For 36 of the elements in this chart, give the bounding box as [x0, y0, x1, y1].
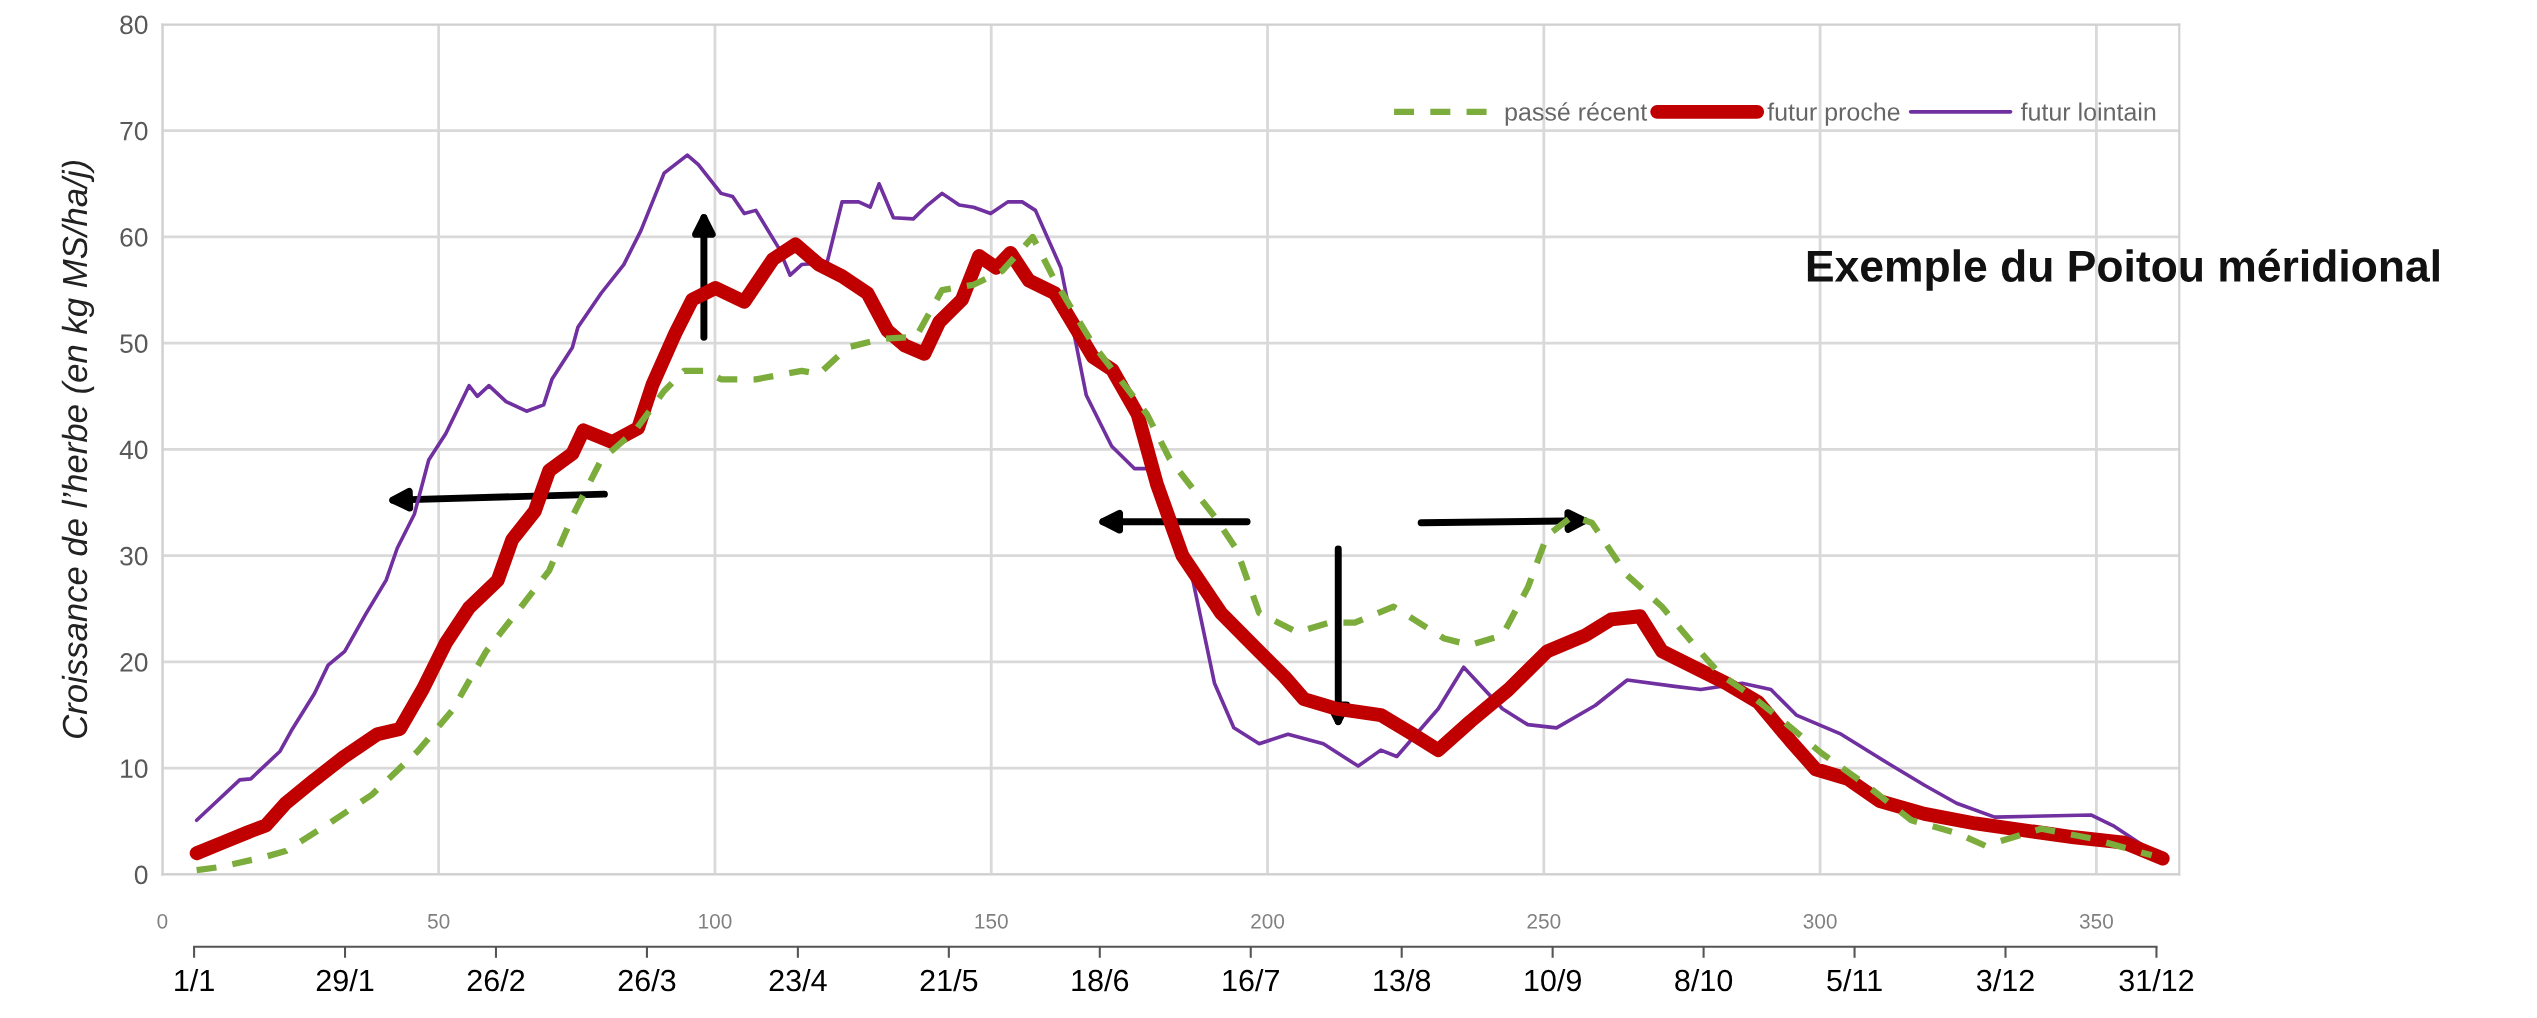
annotation: Exemple du Poitou méridional	[1807, 248, 2439, 291]
x2-tick-label: 23/4	[769, 968, 827, 992]
x2-tick-label: 26/3	[618, 968, 676, 992]
x-tick-label: 200	[1251, 913, 1285, 929]
y-tick-label: 70	[120, 121, 148, 141]
y-tick-label: 30	[120, 546, 148, 566]
y-axis-title: Croissance de l’herbe (en kg MS/ha/j)	[61, 161, 95, 738]
x2-tick-label: 3/12	[1976, 968, 2034, 992]
x2-tick-label: 18/6	[1072, 968, 1129, 992]
x-tick-label: 250	[1527, 913, 1561, 929]
x2-tick-label: 5/11	[1827, 968, 1882, 992]
x2-tick-label: 29/1	[316, 968, 374, 992]
x2-tick-label: 16/7	[1223, 968, 1279, 992]
y-tick-label: 60	[120, 228, 148, 247]
y-tick-label: 50	[120, 334, 148, 354]
y-tick-label: 20	[120, 653, 148, 672]
x2-tick-label: 8/10	[1675, 968, 1733, 992]
x2-tick-label: 1/1	[175, 968, 214, 992]
legend-label: futur lointain	[2020, 102, 2156, 121]
x2-tick-label: 13/8	[1374, 968, 1431, 992]
legend-label: passé récent	[1505, 102, 1648, 126]
x2-tick-label: 21/5	[920, 968, 978, 992]
x-tick-label: 150	[975, 913, 1008, 929]
y-tick-label: 0	[134, 865, 148, 885]
x2-tick-label: 10/9	[1525, 968, 1581, 992]
x-tick-label: 300	[1803, 913, 1837, 929]
y-tick-label: 40	[119, 440, 148, 460]
x-tick-label: 100	[699, 913, 732, 929]
x-tick-label: 50	[427, 913, 450, 929]
y-tick-label: 10	[121, 759, 148, 779]
y-tick-label: 80	[120, 15, 148, 35]
x-tick-label: 350	[2079, 913, 2113, 929]
x2-tick-label: 31/12	[2119, 968, 2194, 992]
legend-label: futur proche	[1767, 102, 1900, 126]
x-tick-label: 0	[157, 913, 168, 929]
x2-tick-label: 26/2	[467, 968, 525, 992]
